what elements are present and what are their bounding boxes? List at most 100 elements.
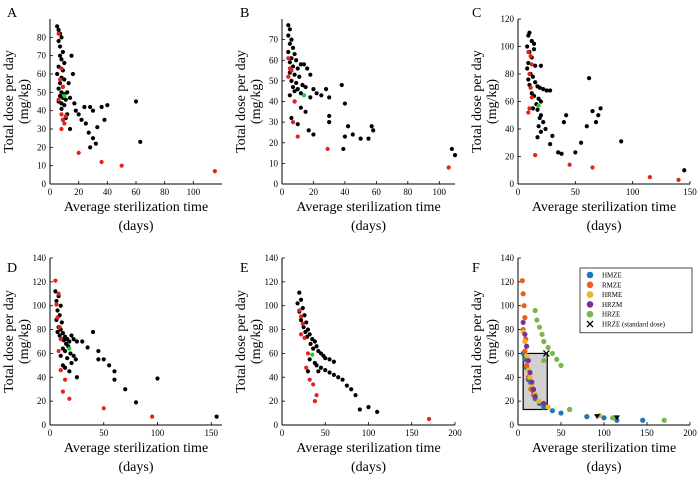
data-point-black: [55, 71, 60, 77]
y-tick-label: 70: [37, 51, 47, 61]
data-point-black: [297, 290, 302, 295]
data-point-black: [60, 331, 65, 336]
data-point-red: [533, 153, 538, 158]
data-point-black: [67, 95, 73, 100]
data-point-black: [536, 124, 541, 129]
data-point-black: [316, 369, 321, 374]
x-tick-label: 60: [372, 187, 382, 197]
data-point-black: [300, 306, 305, 311]
data-point-black: [138, 139, 143, 144]
legend-label: RMZE: [602, 281, 621, 289]
data-point-black: [452, 153, 458, 158]
data-point-hrze: [567, 406, 573, 413]
data-point-black: [70, 71, 76, 77]
data-point-red: [56, 291, 61, 296]
data-point-black: [530, 74, 536, 79]
y-tick-label: 140: [501, 253, 515, 263]
panel-e: E 0 50 100 150 200 0 20 40 60 80 100 120 140 Average s…: [234, 253, 462, 475]
data-point-black: [298, 62, 303, 67]
data-point-black: [65, 356, 70, 361]
data-point-black: [59, 106, 64, 111]
data-point-black: [327, 357, 332, 362]
data-point-red: [314, 393, 319, 398]
data-point-black: [80, 339, 85, 344]
panel-c: C 0 50 100 150 0 20 40 60 80 100 120 Average sterili…: [470, 6, 697, 234]
panel-label: F: [472, 261, 480, 276]
data-point-hmze: [558, 410, 564, 416]
data-point-red: [590, 165, 595, 170]
data-point-black: [526, 33, 531, 38]
y-tick-label: 60: [269, 55, 279, 65]
data-point-red: [302, 335, 307, 341]
data-point-black: [308, 72, 313, 77]
data-point-red: [298, 314, 304, 319]
x-tick-label: 50: [557, 428, 567, 438]
y-tick-label: 20: [269, 396, 279, 406]
data-point-black: [531, 41, 537, 46]
data-point-hrze: [541, 338, 547, 345]
data-point-red: [298, 332, 304, 337]
data-point-black: [340, 377, 345, 382]
data-point-hrzm: [522, 331, 528, 337]
data-point-black: [287, 27, 292, 32]
data-point-red: [76, 150, 81, 155]
data-point-black: [371, 128, 376, 133]
data-point-black: [298, 105, 303, 110]
legend-marker: [586, 281, 594, 289]
data-point-black: [303, 109, 308, 114]
data-point-black: [155, 376, 160, 381]
data-point-black: [86, 130, 91, 135]
data-point-black: [342, 134, 348, 139]
data-point-black: [543, 126, 548, 132]
data-point-black: [303, 84, 308, 90]
data-point-black: [550, 133, 555, 138]
data-point-black: [63, 97, 68, 102]
y-tick-label: 80: [37, 32, 47, 42]
data-point-black: [366, 136, 371, 141]
y-tick-label: 30: [269, 117, 279, 127]
data-point-black: [69, 360, 74, 366]
y-tick-label: 40: [505, 372, 515, 382]
data-point-red: [59, 112, 64, 117]
data-point-black: [308, 95, 313, 100]
data-point-black: [62, 365, 68, 370]
data-point-black: [55, 24, 60, 29]
data-point-hrzm: [541, 400, 547, 407]
y-tick-label: 120: [265, 277, 279, 287]
data-point-black: [107, 363, 112, 368]
data-point-red: [60, 117, 65, 122]
data-point-black: [133, 99, 139, 104]
data-point-black: [339, 82, 344, 88]
y-tick-label: 30: [37, 124, 47, 134]
data-point-black: [55, 329, 60, 335]
y-tick-label: 100: [501, 42, 515, 52]
data-point-black: [74, 375, 79, 380]
data-point-black: [312, 339, 317, 344]
y-tick-label: 80: [37, 325, 47, 335]
data-point-black: [298, 297, 304, 302]
data-point-hrze: [532, 307, 538, 314]
data-point-black: [287, 41, 292, 46]
data-point-black: [59, 35, 64, 40]
data-point-black: [535, 107, 540, 112]
data-point-black: [57, 81, 63, 86]
panel-label: E: [240, 261, 249, 276]
data-point-red: [53, 278, 58, 283]
data-point-black: [331, 372, 336, 377]
data-point-red: [62, 377, 68, 382]
data-point-red: [567, 162, 572, 167]
data-point-hrzm: [527, 369, 533, 376]
x-axis-label: Average sterilization time: [64, 200, 208, 215]
panel-label: D: [7, 261, 17, 276]
data-point-black: [525, 44, 530, 49]
y-tick-label: 120: [501, 14, 515, 24]
x-axis-label: (days): [587, 460, 622, 475]
data-point-black: [314, 344, 319, 349]
data-point-red: [325, 146, 330, 152]
data-point-black: [105, 103, 110, 108]
data-point-black: [573, 150, 578, 155]
data-point-green: [62, 93, 67, 99]
data-point-black: [295, 66, 300, 71]
data-point-red: [286, 74, 291, 79]
data-point-black: [538, 129, 544, 134]
